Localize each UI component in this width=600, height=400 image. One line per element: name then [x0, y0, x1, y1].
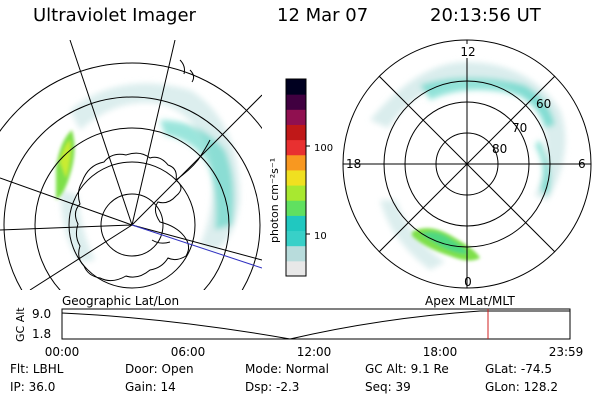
status-dsp-key: Dsp:	[245, 380, 273, 394]
status-seq-key: Seq:	[365, 380, 392, 394]
polar-map: 12 6 0 18 60 70 80	[342, 39, 592, 289]
status-glon: GLon: 128.2	[485, 380, 558, 394]
status-gain: Gain: 14	[125, 380, 176, 394]
date-label: 12 Mar 07	[277, 5, 369, 26]
status-seq: Seq: 39	[365, 380, 411, 394]
colorbar-segment	[286, 154, 306, 171]
colorbar-segment	[286, 169, 306, 186]
colorbar-segment	[286, 94, 306, 110]
mlt-label-18: 18	[346, 157, 361, 171]
status-door-value: Open	[161, 362, 194, 376]
mlat-label-80: 80	[492, 142, 507, 156]
status-glat-value: -74.5	[520, 362, 552, 376]
status-glon-value: 128.2	[523, 380, 558, 394]
status-dsp-value: -2.3	[275, 380, 300, 394]
status-glat-key: GLat:	[485, 362, 518, 376]
time-tick-2359: 23:59	[549, 345, 584, 359]
colorbar-segment	[286, 124, 306, 141]
status-gc-alt: GC Alt: 9.1 Re	[365, 362, 449, 376]
status-door: Door: Open	[125, 362, 194, 376]
status-flt-value: LBHL	[32, 362, 64, 376]
status-flt-key: Flt:	[10, 362, 29, 376]
status-door-key: Door:	[125, 362, 158, 376]
colorbar-segment	[286, 260, 306, 277]
colorbar-tick-10: 10	[314, 231, 327, 242]
mlt-lines	[343, 40, 591, 288]
status-gc-alt-value: 9.1 Re	[410, 362, 449, 376]
status-glon-key: GLon:	[485, 380, 520, 394]
colorbar-segment	[286, 109, 306, 125]
status-flt: Flt: LBHL	[10, 362, 63, 376]
status-mode-key: Mode:	[245, 362, 282, 376]
left-aurora-bright	[56, 130, 75, 200]
status-mode: Mode: Normal	[245, 362, 329, 376]
orbit-track	[131, 224, 262, 269]
time-label: 20:13:56 UT	[430, 5, 541, 26]
colorbar-segment	[286, 139, 306, 156]
colorbar-tick-100: 100	[314, 143, 333, 154]
right-aurora	[370, 61, 566, 270]
antarctica-coastline	[74, 152, 190, 282]
mlat-label-60: 60	[536, 97, 551, 111]
mlt-label-6: 6	[578, 157, 586, 171]
mlt-label-0: 0	[464, 275, 472, 289]
altitude-strip: GC Alt 9.0 1.8 Geographic Lat/Lon Apex M…	[14, 294, 583, 359]
lon-lines	[0, 40, 262, 290]
status-mode-value: Normal	[285, 362, 329, 376]
altitude-y-9: 9.0	[32, 307, 51, 321]
colorbar-unit-label: photon cm⁻²s⁻¹	[268, 158, 281, 243]
colorbar-segment	[286, 185, 306, 201]
geographic-map	[0, 40, 262, 290]
colorbar-segment	[286, 230, 306, 247]
time-tick-0000: 00:00	[45, 345, 80, 359]
status-ip-value: 36.0	[28, 380, 56, 394]
altitude-curve	[61, 310, 570, 340]
mlt-label-12: 12	[460, 45, 475, 59]
time-tick-1800: 18:00	[423, 345, 458, 359]
mlat-label-70: 70	[512, 121, 527, 135]
status-gain-key: Gain:	[125, 380, 157, 394]
colorbar-segment	[286, 215, 306, 232]
peninsula-coastline	[151, 139, 211, 244]
colorbar-segment	[286, 79, 306, 95]
time-tick-1200: 12:00	[297, 345, 332, 359]
colorbar	[286, 79, 306, 277]
altitude-y-1: 1.8	[32, 327, 51, 341]
right-map-label: Apex MLat/MLT	[425, 294, 515, 308]
status-ip: IP: 36.0	[10, 380, 55, 394]
colorbar-segment	[286, 200, 306, 216]
altitude-axis-label: GC Alt	[14, 307, 27, 342]
left-map-label: Geographic Lat/Lon	[62, 294, 179, 308]
lat-circles	[0, 62, 262, 290]
status-gain-value: 14	[160, 380, 176, 394]
colorbar-segment	[286, 245, 306, 262]
time-tick-0600: 06:00	[171, 345, 206, 359]
instrument-title: Ultraviolet Imager	[33, 5, 196, 26]
status-gc-alt-key: GC Alt:	[365, 362, 407, 376]
status-seq-value: 39	[395, 380, 411, 394]
status-glat: GLat: -74.5	[485, 362, 552, 376]
status-ip-key: IP:	[10, 380, 25, 394]
status-dsp: Dsp: -2.3	[245, 380, 299, 394]
